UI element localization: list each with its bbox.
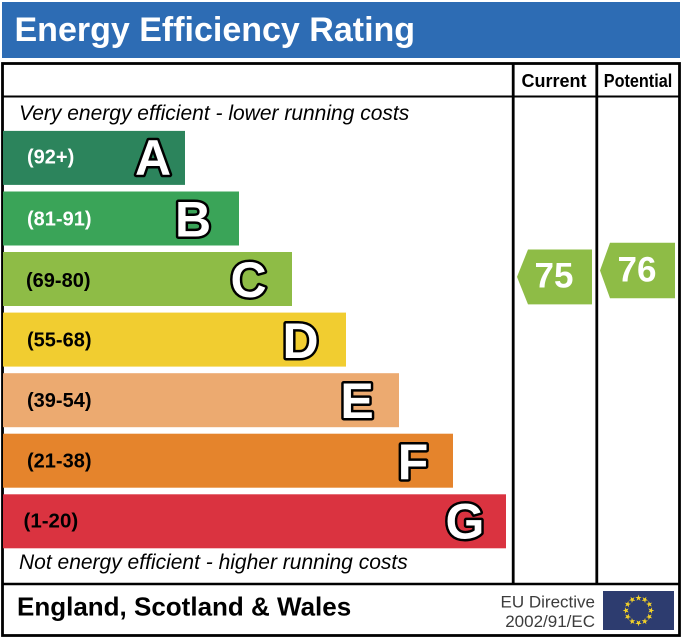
- svg-text:(39-54): (39-54): [27, 390, 91, 412]
- svg-text:(92+): (92+): [27, 146, 74, 168]
- svg-text:(21-38): (21-38): [27, 451, 91, 473]
- svg-text:F: F: [398, 434, 429, 490]
- svg-text:B: B: [175, 192, 211, 248]
- svg-text:C: C: [230, 252, 266, 308]
- svg-text:Current: Current: [521, 71, 586, 91]
- svg-text:England, Scotland & Wales: England, Scotland & Wales: [17, 591, 351, 621]
- svg-text:(69-80): (69-80): [26, 270, 90, 292]
- svg-text:Potential: Potential: [604, 71, 673, 91]
- svg-text:75: 75: [535, 257, 574, 296]
- svg-text:Very energy efficient - lower: Very energy efficient - lower running co…: [19, 102, 410, 125]
- svg-text:(1-20): (1-20): [24, 510, 79, 533]
- svg-text:76: 76: [618, 250, 657, 289]
- svg-text:EU Directive: EU Directive: [501, 593, 595, 612]
- svg-text:Energy Efficiency Rating: Energy Efficiency Rating: [15, 11, 416, 49]
- svg-text:(55-68): (55-68): [27, 330, 91, 352]
- svg-text:2002/91/EC: 2002/91/EC: [505, 612, 595, 631]
- svg-text:E: E: [340, 373, 373, 429]
- svg-text:(81-91): (81-91): [27, 209, 91, 231]
- svg-text:Not energy efficient - higher: Not energy efficient - higher running co…: [19, 551, 408, 574]
- svg-text:D: D: [282, 313, 318, 369]
- svg-text:A: A: [135, 130, 171, 186]
- svg-text:G: G: [446, 494, 485, 550]
